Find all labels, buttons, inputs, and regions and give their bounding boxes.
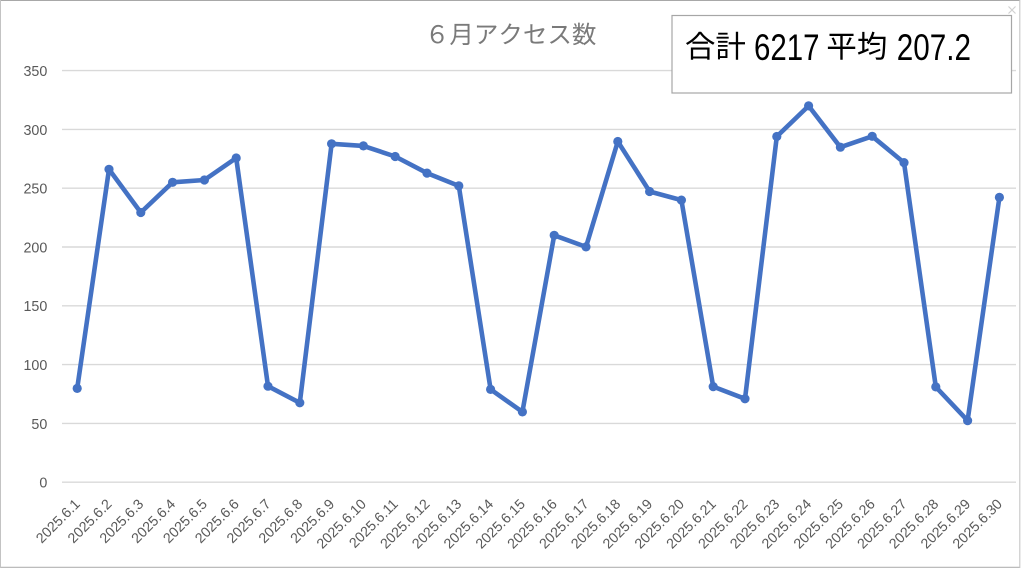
svg-text:250: 250 xyxy=(23,182,47,198)
svg-text:100: 100 xyxy=(23,358,47,374)
svg-text:6217: 6217 xyxy=(754,27,820,68)
svg-text:50: 50 xyxy=(31,417,47,433)
svg-text:200: 200 xyxy=(23,240,47,256)
svg-text:0: 0 xyxy=(39,476,47,492)
svg-text:150: 150 xyxy=(23,299,47,315)
svg-text:207.2: 207.2 xyxy=(897,27,971,68)
svg-text:350: 350 xyxy=(23,64,47,80)
svg-text:300: 300 xyxy=(23,123,47,139)
